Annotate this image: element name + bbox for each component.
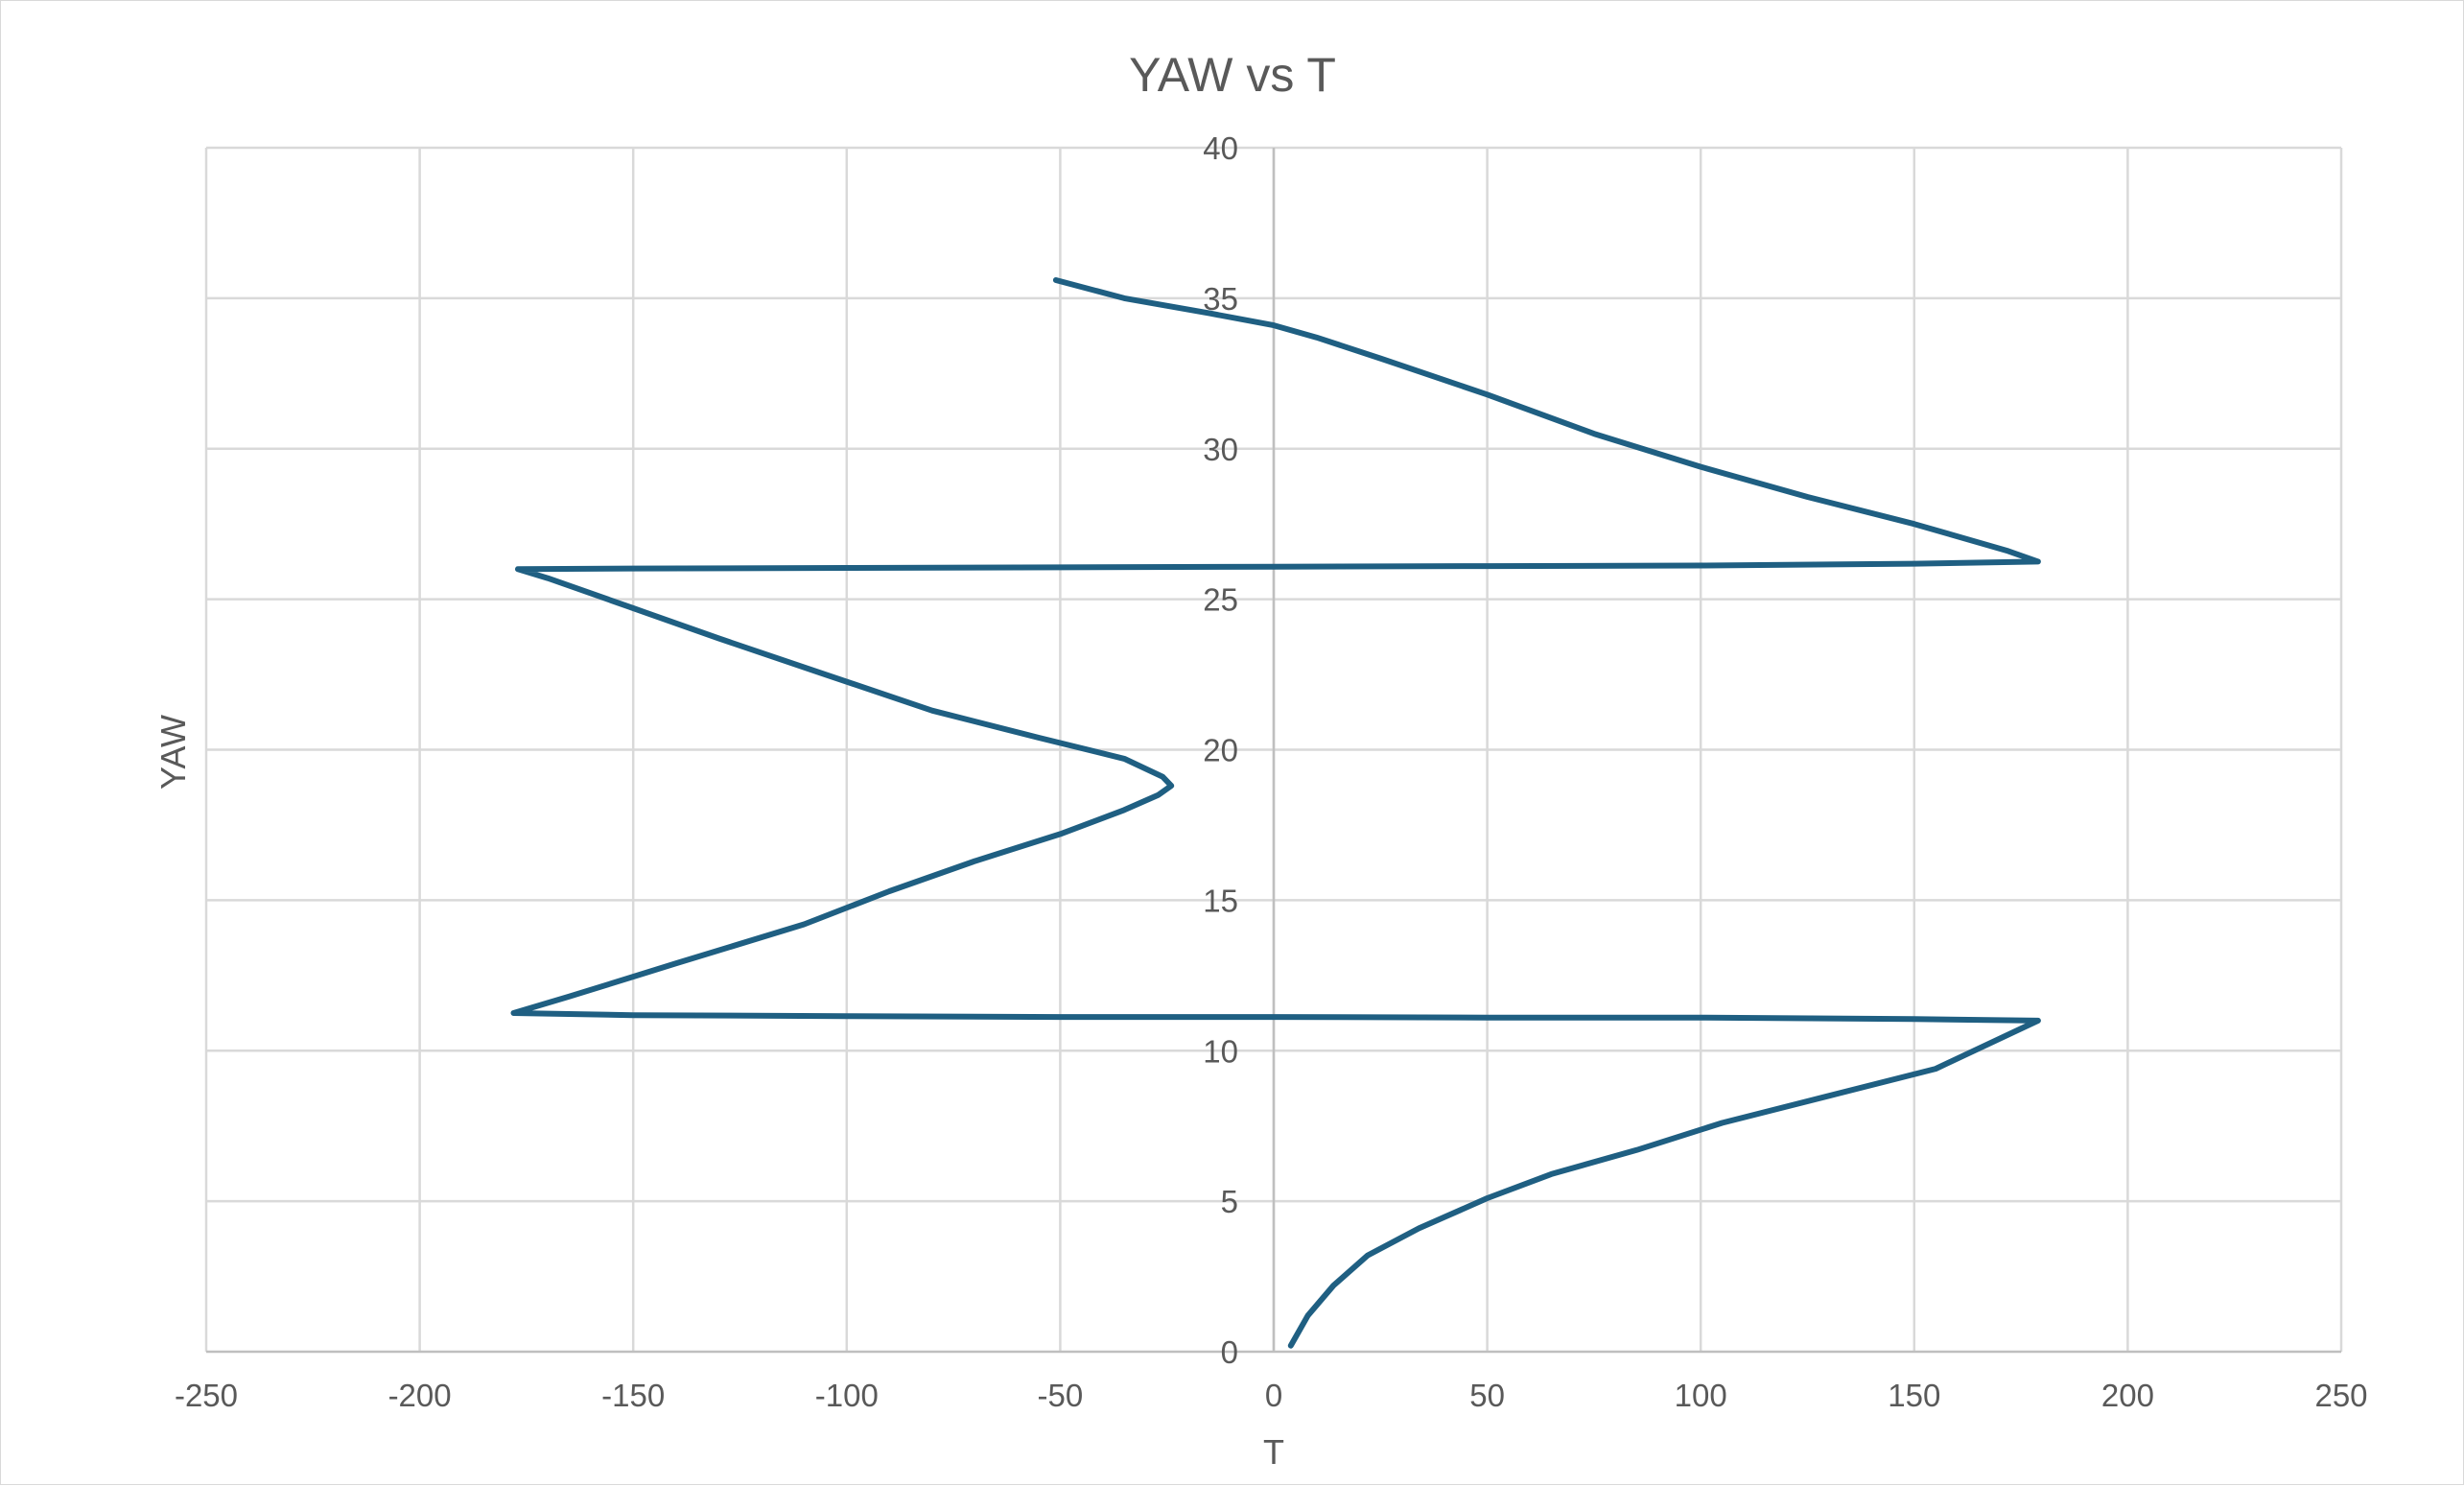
- x-axis-title: T: [1263, 1432, 1284, 1472]
- x-tick-label: -250: [175, 1378, 238, 1413]
- y-tick-label: 20: [1203, 733, 1238, 768]
- y-tick-label: 30: [1203, 432, 1238, 467]
- x-tick-label: 250: [2314, 1378, 2367, 1413]
- x-tick-label: 100: [1675, 1378, 1727, 1413]
- y-tick-label: 15: [1203, 883, 1238, 918]
- x-tick-label: -50: [1038, 1378, 1084, 1413]
- y-tick-label: 5: [1221, 1184, 1238, 1219]
- series-layer: [510, 277, 2041, 1349]
- x-tick-label: 0: [1265, 1378, 1282, 1413]
- x-tick-label: -200: [388, 1378, 452, 1413]
- tick-labels: -250 -200 -150 -100 -50 0 50 100 150 200 250 0 5 10 15…: [175, 130, 2368, 1413]
- x-tick-label: 200: [2101, 1378, 2154, 1413]
- series-line: [510, 277, 2041, 1349]
- y-tick-label: 25: [1203, 582, 1238, 618]
- x-tick-label: 150: [1888, 1378, 1940, 1413]
- axes: [206, 148, 2341, 1354]
- chart-title: YAW vs T: [1129, 48, 1336, 102]
- x-tick-label: -100: [815, 1378, 879, 1413]
- y-axis-title: YAW: [153, 715, 193, 790]
- y-tick-label: 10: [1203, 1033, 1238, 1069]
- y-tick-label: 40: [1203, 130, 1238, 166]
- x-tick-label: -150: [601, 1378, 665, 1413]
- x-tick-label: 50: [1469, 1378, 1505, 1413]
- y-tick-label: 0: [1221, 1334, 1238, 1370]
